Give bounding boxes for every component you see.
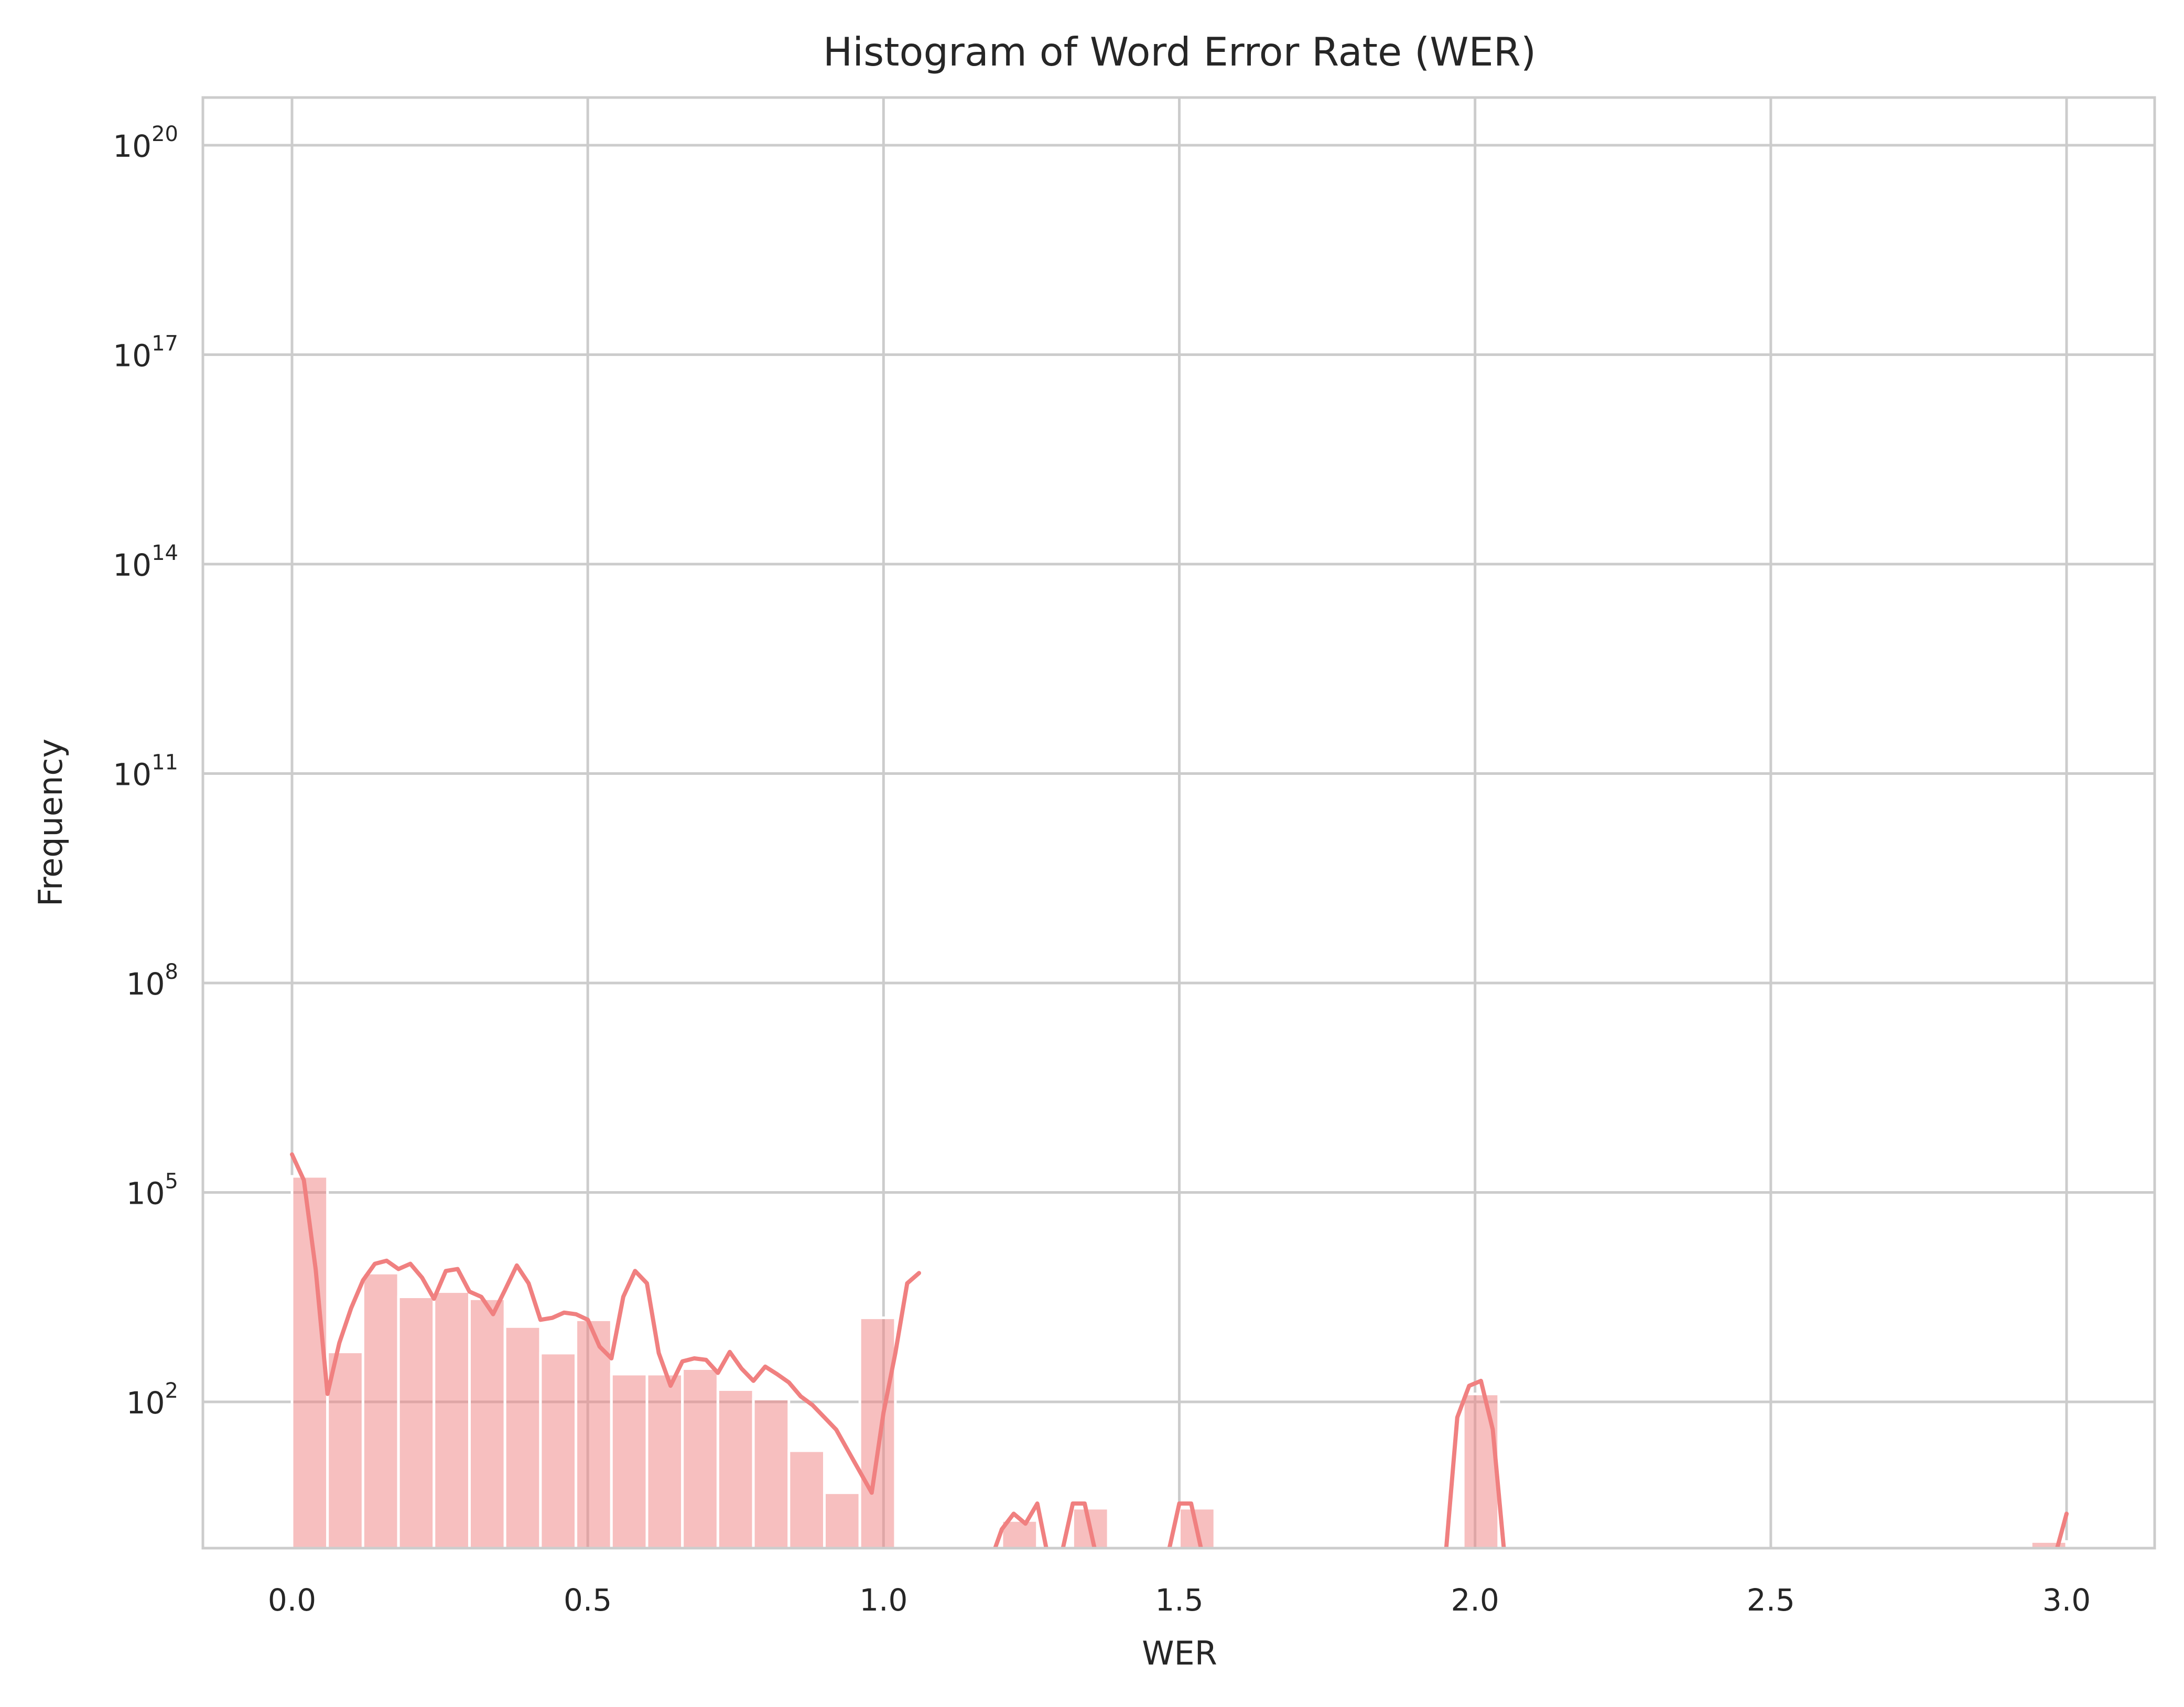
histogram-bar: [1462, 1392, 1500, 1550]
histogram-bar: [539, 1352, 578, 1550]
x-tick-label: 3.0: [2042, 1582, 2091, 1618]
kde-line: [1167, 1501, 1203, 1548]
histogram-bar: [716, 1388, 755, 1550]
chart-title: Histogram of Word Error Rate (WER): [823, 29, 1536, 75]
kde-line: [1061, 1501, 1097, 1548]
gridlines: [203, 98, 2155, 1548]
histogram-bar: [468, 1297, 506, 1550]
histogram-bar: [326, 1351, 364, 1550]
kde-line: [992, 1501, 1048, 1548]
x-tick-label: 2.5: [1747, 1582, 1795, 1618]
x-tick-label: 1.0: [859, 1582, 907, 1618]
x-tick-label: 0.5: [564, 1582, 612, 1618]
histogram-bar: [361, 1271, 400, 1550]
y-axis-label: Frequency: [31, 739, 70, 906]
kde-curve: [290, 1152, 2069, 1548]
y-tick-labels: 102 105 108 1011 1014 1017 1020: [113, 122, 178, 1421]
x-axis-label: WER: [1142, 1634, 1217, 1672]
histogram-bar: [645, 1373, 684, 1550]
histogram-bar: [752, 1397, 791, 1550]
kde-line: [290, 1152, 921, 1495]
y-tick-label: 1017: [113, 332, 178, 374]
plot-frame: [201, 96, 2156, 1550]
kde-line: [2055, 1511, 2069, 1548]
histogram-bar: [433, 1290, 471, 1550]
y-tick-label: 102: [126, 1379, 178, 1421]
histogram-bar: [858, 1316, 897, 1550]
y-tick-label: 108: [126, 960, 178, 1002]
histogram-bar: [787, 1449, 826, 1550]
kde-line: [1444, 1378, 1506, 1548]
histogram-bar: [681, 1367, 719, 1550]
x-tick-labels: 0.0 0.5 1.0 1.5 2.0 2.5 3.0: [268, 1582, 2091, 1618]
x-tick-label: 1.5: [1155, 1582, 1203, 1618]
histogram-bar: [503, 1325, 542, 1550]
y-tick-label: 1020: [113, 122, 178, 164]
histogram-bars: [290, 1175, 2068, 1550]
x-tick-label: 2.0: [1451, 1582, 1499, 1618]
histogram-bar: [823, 1491, 861, 1550]
y-tick-label: 1011: [113, 751, 178, 793]
y-tick-label: 105: [126, 1170, 178, 1212]
y-tick-label: 1014: [113, 541, 178, 583]
histogram-bar: [397, 1295, 436, 1550]
x-tick-label: 0.0: [268, 1582, 316, 1618]
histogram-bar: [610, 1373, 648, 1550]
